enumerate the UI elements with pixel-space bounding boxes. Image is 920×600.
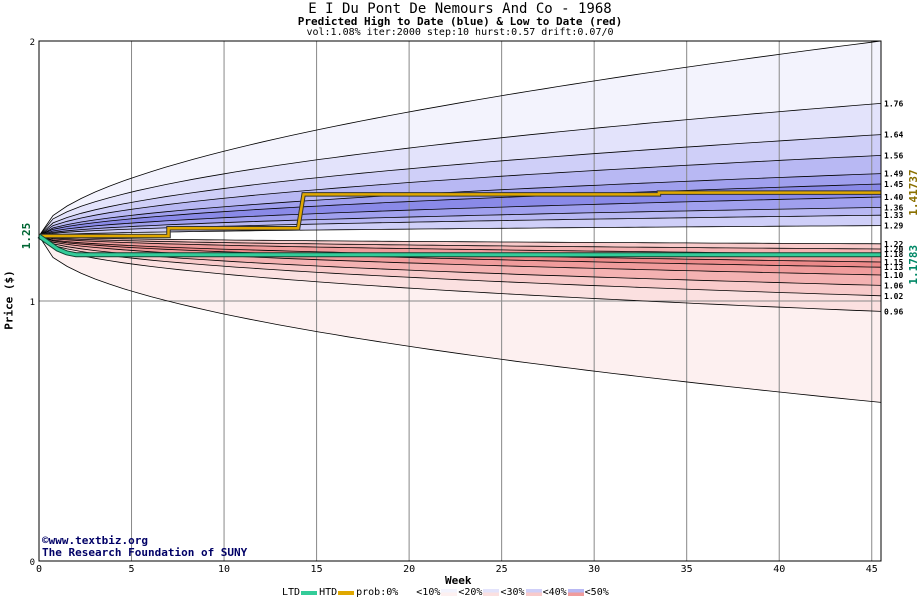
plot-frame xyxy=(38,40,882,562)
chart-title: E I Du Pont De Nemours And Co - 1968 xyxy=(308,1,612,17)
legend-prob-label: prob:0% xyxy=(356,587,399,598)
low-band-3 xyxy=(39,236,881,286)
x-tick-label: 40 xyxy=(773,564,785,575)
end-quantile-label: 1.22 xyxy=(884,240,903,249)
x-tick-label: 10 xyxy=(218,564,230,575)
y-tick-label: 1 xyxy=(30,298,35,308)
end-quantile-label: 1.49 xyxy=(884,170,903,179)
end-quantile-label: 1.13 xyxy=(884,263,903,272)
htd-value-label: 1.41737 xyxy=(907,169,920,215)
legend-swatch-20 xyxy=(483,589,500,596)
high-band-4 xyxy=(39,173,881,236)
end-quantile-label: 1.33 xyxy=(884,211,903,220)
quantile-line xyxy=(39,235,881,312)
end-quantile-label: 1.64 xyxy=(884,131,903,140)
center-band xyxy=(39,225,881,244)
high-band-5 xyxy=(39,184,881,236)
low-band-1 xyxy=(39,236,881,312)
quantile-line xyxy=(39,183,881,237)
legend-swatch-0 xyxy=(399,589,416,596)
x-tick-label: 5 xyxy=(129,564,135,575)
low-band-4 xyxy=(39,236,881,275)
quantile-line xyxy=(39,103,881,237)
legend-p40-label: <40% xyxy=(542,587,567,598)
quantile-line xyxy=(39,155,881,237)
end-quantile-label: 1.36 xyxy=(884,203,903,212)
legend: LTD HTD prob:0% <10% <20% <30% <40% <50% xyxy=(282,587,609,598)
end-quantile-label: 1.76 xyxy=(884,99,903,108)
end-quantile-label: 1.02 xyxy=(884,292,903,301)
y-axis-label: Price ($) xyxy=(2,270,16,330)
chart-params: vol:1.08% iter:2000 step:10 hurst:0.57 d… xyxy=(306,27,614,38)
quantile-line xyxy=(39,235,881,268)
quantile-line xyxy=(39,41,881,237)
quantile-line xyxy=(39,173,881,237)
quantile-line xyxy=(39,235,881,250)
x-tick-label: 45 xyxy=(866,564,878,575)
end-quantile-label: 1.10 xyxy=(884,271,903,280)
quantile-line xyxy=(39,235,881,286)
legend-p10-label: <10% xyxy=(416,587,441,598)
y-tick-label: 2 xyxy=(30,38,35,48)
end-quantile-label: 1.20 xyxy=(884,245,903,254)
ltd-line xyxy=(38,234,881,257)
quantile-line xyxy=(39,235,881,245)
low-band-7 xyxy=(39,236,881,255)
legend-swatch-40 xyxy=(567,589,584,596)
ltd-value-label: 1.1783 xyxy=(907,245,920,285)
end-quantile-label: 1.06 xyxy=(884,281,903,290)
low-band-8 xyxy=(39,236,881,249)
x-tick-label: 30 xyxy=(588,564,600,575)
end-quantile-label: 1.15 xyxy=(884,258,903,267)
legend-swatch-10 xyxy=(441,589,458,596)
htd-line xyxy=(39,191,881,238)
high-band-0 xyxy=(39,41,881,236)
legend-p20-label: <20% xyxy=(458,587,483,598)
bands-group xyxy=(39,41,881,403)
high-band-1 xyxy=(39,103,881,237)
high-band-6 xyxy=(39,197,881,236)
x-axis-label: Week xyxy=(445,574,472,587)
x-tick-label: 35 xyxy=(681,564,693,575)
x-tick-label: 0 xyxy=(36,564,42,575)
low-band-2 xyxy=(39,236,881,296)
quantile-line xyxy=(39,235,881,297)
high-band-3 xyxy=(39,155,881,236)
end-quantile-label: 1.29 xyxy=(884,222,903,231)
start-value-label: 1.25 xyxy=(20,223,33,250)
y-tick-label: 0 xyxy=(30,558,35,568)
end-quantile-label: 1.40 xyxy=(884,193,903,202)
quantile-line xyxy=(39,134,881,237)
legend-htd-swatch xyxy=(338,590,355,595)
x-tick-label: 25 xyxy=(496,564,508,575)
copyright-icon: © xyxy=(42,534,49,547)
chart-subtitle: Predicted High to Date (blue) & Low to D… xyxy=(297,15,623,28)
quantile-line xyxy=(39,235,881,403)
credit-url: ©www.textbiz.org xyxy=(42,534,148,547)
legend-p50-label: <50% xyxy=(584,587,609,598)
legend-htd-label: HTD xyxy=(319,587,338,598)
legend-p30-label: <30% xyxy=(500,587,525,598)
quantile-line xyxy=(39,207,881,237)
low-band-0 xyxy=(39,236,881,403)
high-band-7 xyxy=(39,207,881,236)
end-quantile-label: 1.18 xyxy=(884,250,903,259)
credit-org: The Research Foundation of SUNY xyxy=(42,546,248,559)
x-tick-label: 20 xyxy=(403,564,415,575)
legend-swatch-30 xyxy=(525,589,542,596)
low-band-5 xyxy=(39,236,881,268)
end-quantile-label: 1.56 xyxy=(884,151,903,160)
quantile-line xyxy=(39,196,881,237)
x-tick-label: 15 xyxy=(311,564,323,575)
end-quantile-label: 1.45 xyxy=(884,180,903,189)
legend-ltd-swatch xyxy=(301,590,318,595)
high-band-2 xyxy=(39,134,881,236)
credit-url-text: www.textbiz.org xyxy=(48,534,148,547)
legend-ltd-label: LTD xyxy=(282,587,301,598)
quantile-line xyxy=(39,225,881,237)
end-quantile-label: 0.96 xyxy=(884,307,903,316)
